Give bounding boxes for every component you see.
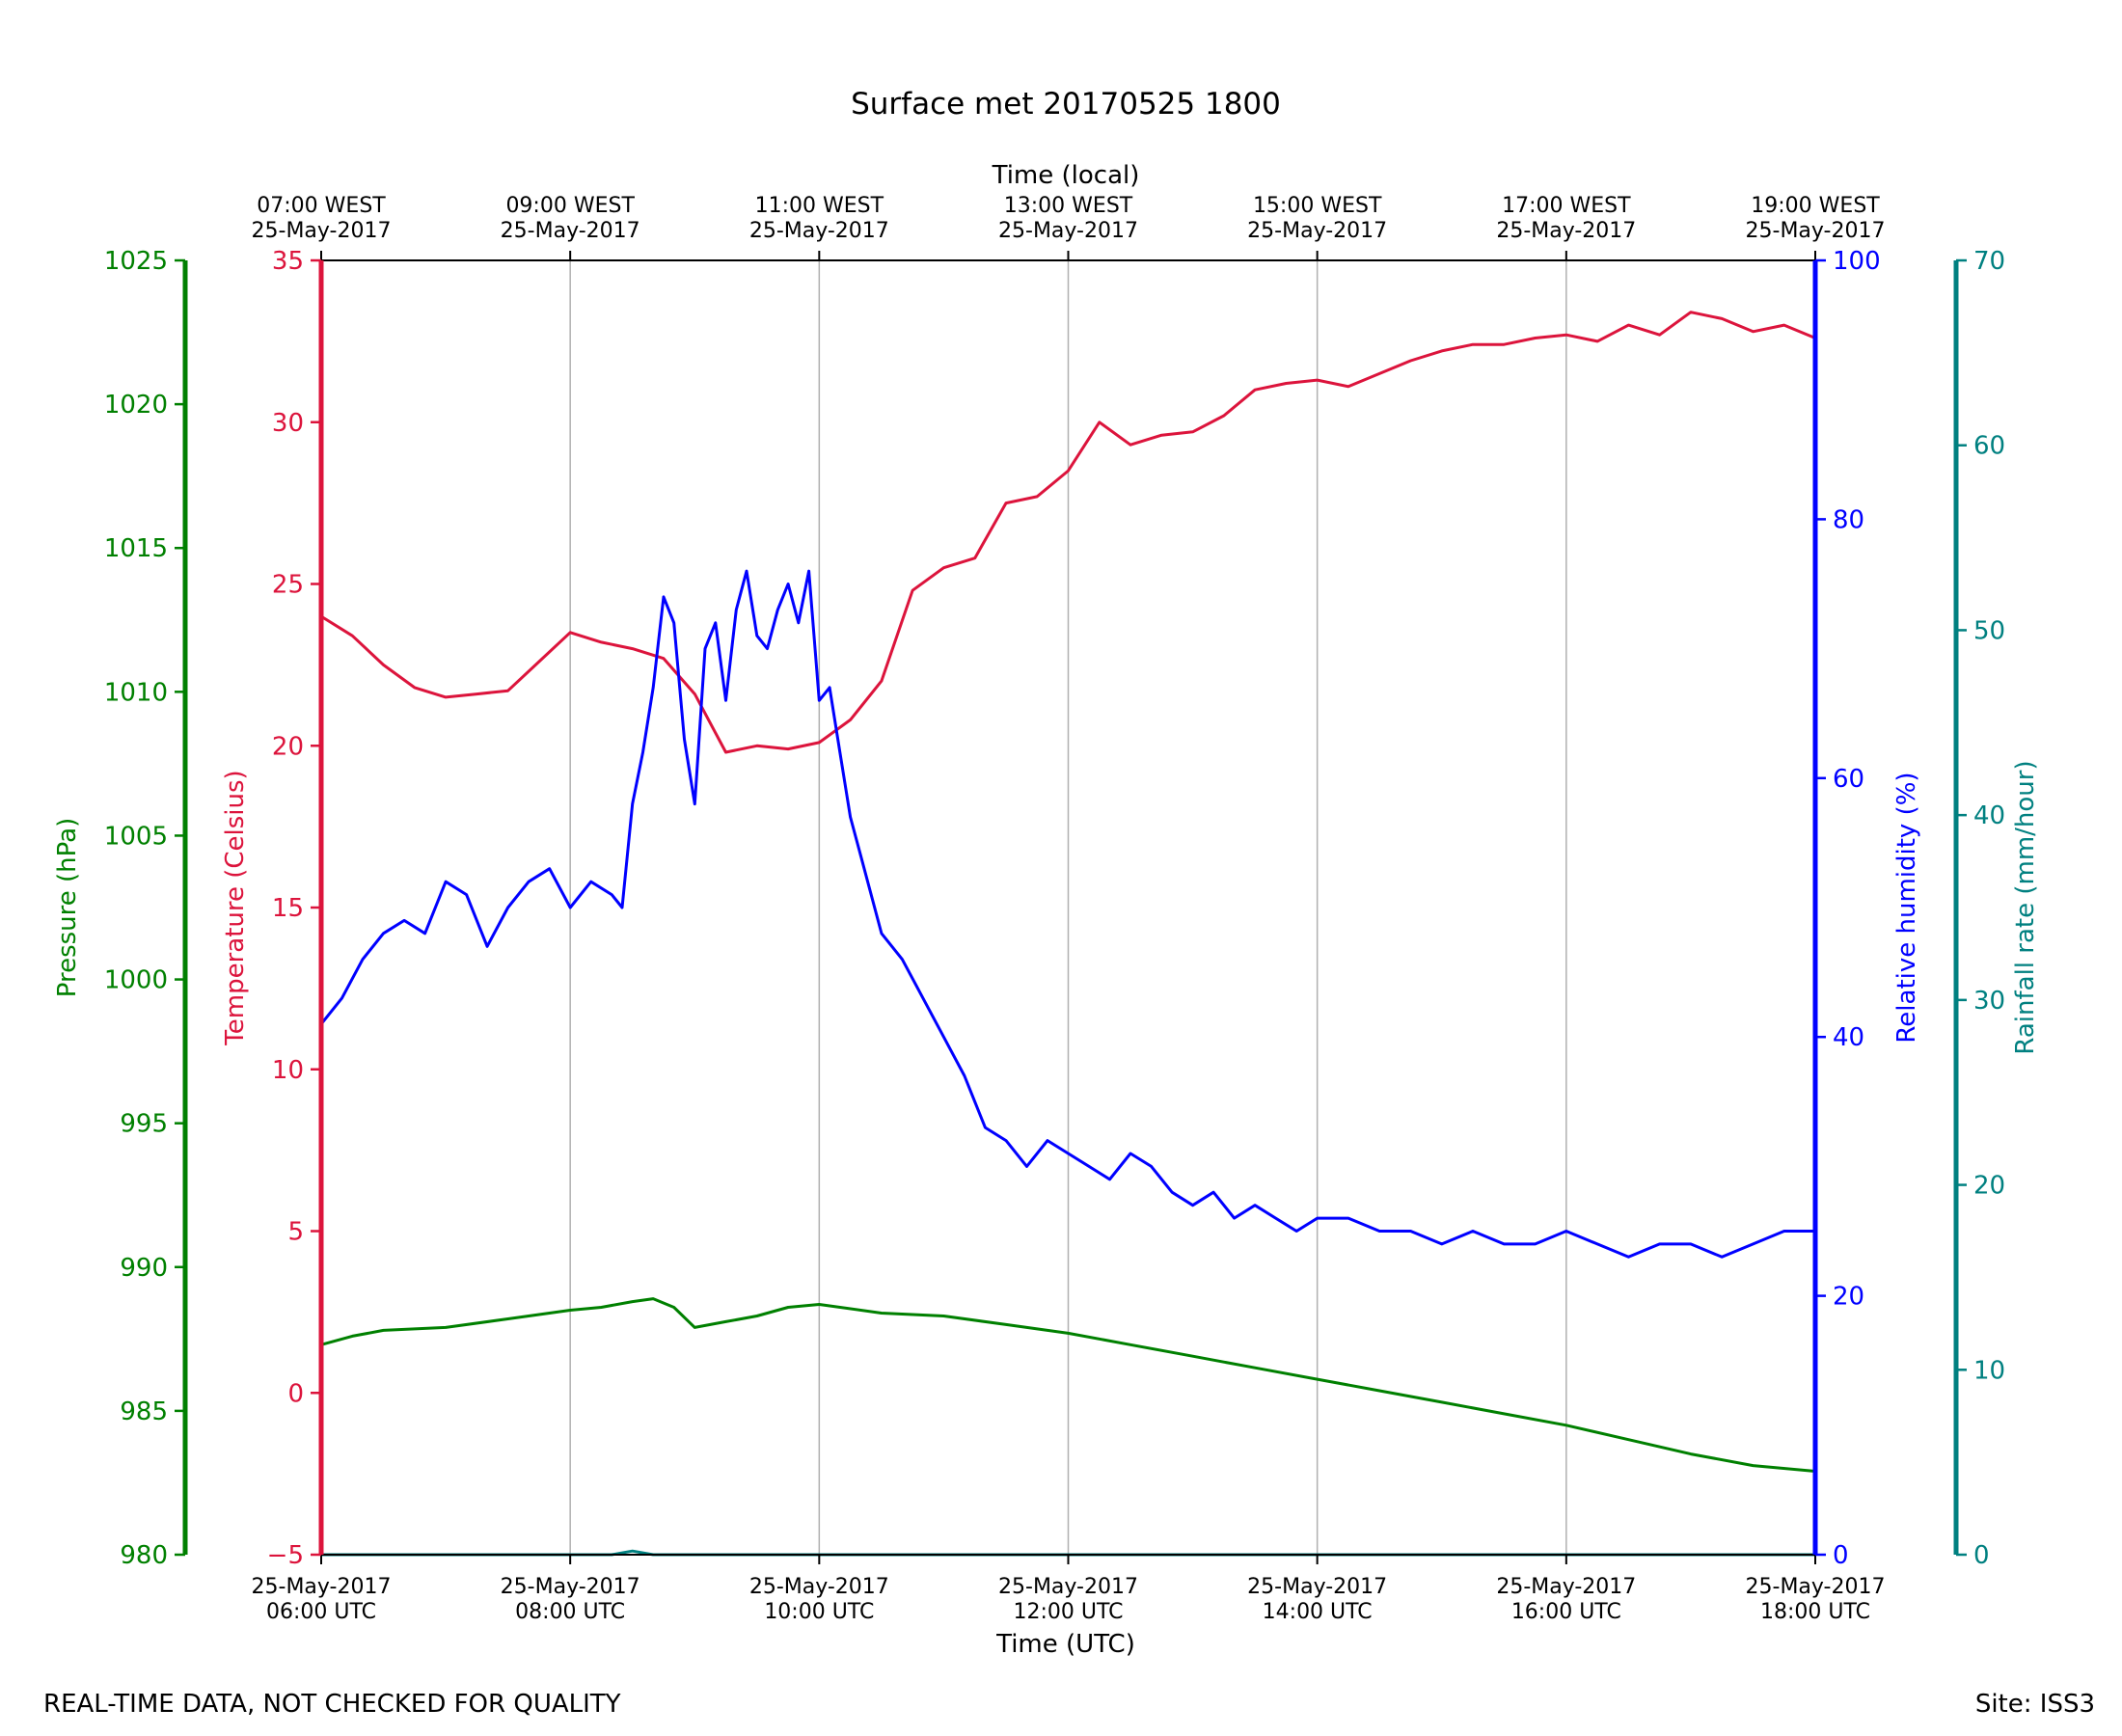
x-tick-label-utc-date: 25-May-2017 bbox=[998, 1575, 1138, 1599]
x-tick-label-utc-date: 25-May-2017 bbox=[749, 1575, 889, 1599]
x-tick-label-local-time: 07:00 WEST bbox=[257, 194, 386, 218]
humidity-axis-tick-label: 60 bbox=[1833, 765, 1864, 794]
x-tick-label-utc-date: 25-May-2017 bbox=[1247, 1575, 1387, 1599]
humidity-axis-tick-label: 100 bbox=[1833, 247, 1881, 276]
x-axis-label-local: Time (local) bbox=[992, 161, 1140, 190]
temperature-series-line bbox=[320, 311, 1816, 754]
temperature-axis-tick-label: 35 bbox=[272, 247, 304, 276]
x-tick-label-utc-time: 12:00 UTC bbox=[1013, 1600, 1123, 1624]
site-label: Site: ISS3 bbox=[1975, 1690, 2095, 1719]
humidity-axis-tick-label: 0 bbox=[1833, 1541, 1849, 1570]
temperature-axis-tick-label: −5 bbox=[267, 1541, 304, 1570]
pressure-axis-tick-label: 1020 bbox=[104, 391, 168, 420]
x-tick-label-local-date: 25-May-2017 bbox=[1496, 219, 1636, 243]
temperature-axis-tick-label: 5 bbox=[287, 1218, 304, 1247]
temperature-axis-tick-label: 30 bbox=[272, 409, 304, 438]
x-tick-label-utc-time: 10:00 UTC bbox=[764, 1600, 874, 1624]
x-tick-label-local-date: 25-May-2017 bbox=[501, 219, 640, 243]
humidity-axis-tick-label: 80 bbox=[1833, 505, 1864, 534]
rainfall-axis-tick-label: 10 bbox=[1973, 1356, 2005, 1385]
x-tick-label-local-date: 25-May-2017 bbox=[998, 219, 1138, 243]
humidity-axis-tick-label: 40 bbox=[1833, 1023, 1864, 1052]
x-tick-label-local-time: 11:00 WEST bbox=[755, 194, 884, 218]
grid-lines bbox=[320, 260, 1816, 1555]
rainfall-axis-tick-label: 70 bbox=[1973, 247, 2005, 276]
temperature-axis-tick-label: 15 bbox=[272, 894, 304, 923]
x-tick-label-local-time: 09:00 WEST bbox=[505, 194, 635, 218]
x-tick-label-utc-time: 18:00 UTC bbox=[1760, 1600, 1870, 1624]
pressure-axis-tick-label: 1025 bbox=[104, 247, 168, 276]
temperature-axis-tick-label: 20 bbox=[272, 732, 304, 761]
x-tick-label-utc-time: 14:00 UTC bbox=[1263, 1600, 1373, 1624]
rainfall-axis-tick-label: 20 bbox=[1973, 1172, 2005, 1201]
pressure-axis-tick-label: 1010 bbox=[104, 678, 168, 707]
x-tick-label-utc-time: 08:00 UTC bbox=[515, 1600, 625, 1624]
rainfall-axis-tick-label: 50 bbox=[1973, 616, 2005, 645]
x-tick-label-utc-date: 25-May-2017 bbox=[252, 1575, 392, 1599]
x-tick-label-utc-time: 06:00 UTC bbox=[266, 1600, 376, 1624]
rainfall-axis-tick-label: 0 bbox=[1973, 1541, 1990, 1570]
temperature-axis-tick-label: 25 bbox=[272, 571, 304, 600]
pressure-series-line bbox=[320, 1297, 1816, 1473]
rainfall-axis-tick-label: 40 bbox=[1973, 801, 2005, 830]
x-tick-label-local-date: 25-May-2017 bbox=[1746, 219, 1886, 243]
pressure-axis-tick-label: 1015 bbox=[104, 534, 168, 563]
chart-title: Surface met 20170525 1800 bbox=[851, 87, 1281, 122]
quality-disclaimer: REAL-TIME DATA, NOT CHECKED FOR QUALITY bbox=[43, 1690, 621, 1719]
rainfall-axis-tick-label: 30 bbox=[1973, 987, 2005, 1016]
pressure-axis-label: Pressure (hPa) bbox=[53, 818, 82, 998]
x-tick-label-utc-time: 16:00 UTC bbox=[1511, 1600, 1621, 1624]
x-tick-label-utc-date: 25-May-2017 bbox=[1746, 1575, 1886, 1599]
temperature-axis-tick-label: 0 bbox=[287, 1379, 304, 1408]
x-axis-label-utc: Time (UTC) bbox=[995, 1630, 1135, 1659]
x-tick-label-local-time: 19:00 WEST bbox=[1751, 194, 1880, 218]
pressure-axis-tick-label: 990 bbox=[120, 1254, 168, 1283]
x-tick-label-local-date: 25-May-2017 bbox=[1247, 219, 1387, 243]
pressure-axis-tick-label: 980 bbox=[120, 1541, 168, 1570]
humidity-axis-tick-label: 20 bbox=[1833, 1283, 1864, 1312]
x-tick-label-utc-date: 25-May-2017 bbox=[1496, 1575, 1636, 1599]
pressure-axis-tick-label: 985 bbox=[120, 1397, 168, 1426]
x-tick-label-local-time: 17:00 WEST bbox=[1502, 194, 1631, 218]
x-tick-label-local-time: 13:00 WEST bbox=[1004, 194, 1133, 218]
pressure-axis-tick-label: 1000 bbox=[104, 966, 168, 995]
pressure-axis-tick-label: 995 bbox=[120, 1110, 168, 1139]
x-tick-label-local-date: 25-May-2017 bbox=[749, 219, 889, 243]
temperature-axis-label: Temperature (Celsius) bbox=[221, 770, 250, 1045]
humidity-axis-label: Relative humidity (%) bbox=[1892, 772, 1921, 1043]
rainfall-axis-label: Rainfall rate (mm/hour) bbox=[2011, 760, 2040, 1054]
humidity-series-line bbox=[319, 569, 1815, 1259]
temperature-axis-tick-label: 10 bbox=[272, 1056, 304, 1085]
pressure-axis-tick-label: 1005 bbox=[104, 822, 168, 851]
x-tick-label-local-date: 25-May-2017 bbox=[252, 219, 392, 243]
x-tick-label-utc-date: 25-May-2017 bbox=[501, 1575, 640, 1599]
rainfall-axis-tick-label: 60 bbox=[1973, 432, 2005, 461]
x-tick-label-local-time: 15:00 WEST bbox=[1253, 194, 1382, 218]
